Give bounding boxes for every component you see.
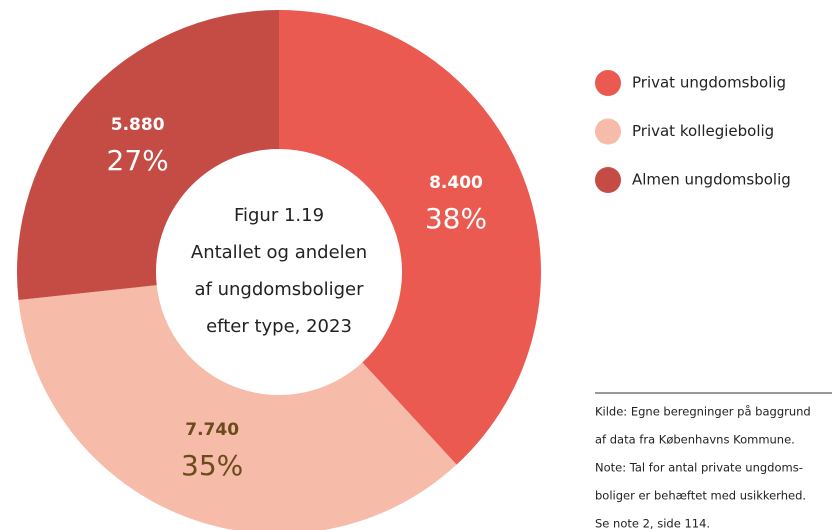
source-note: af data fra Københavns Kommune. [595,433,795,447]
chart-title: Antallet og andelen [191,242,367,263]
legend-label: Privat ungdomsbolig [632,74,786,92]
chart-title: Figur 1.19 [234,205,324,226]
legend-marker [595,70,621,96]
value-label: 8.400 [429,173,483,193]
legend-marker [595,167,621,193]
share-label: 35% [181,449,243,482]
legend-marker [595,118,621,145]
source-note: Kilde: Egne beregninger på baggrund [595,405,811,419]
source-note: Se note 2, side 114. [595,517,710,530]
donut-slice [18,285,457,530]
legend-label: Almen ungdomsbolig [632,171,791,189]
value-label: 7.740 [185,420,239,440]
share-label: 38% [425,202,487,235]
source-note: Note: Tal for antal private ungdoms- [595,461,803,475]
value-label: 5.880 [111,115,165,135]
source-note: boliger er behæftet med usikkerhed. [595,489,806,503]
chart-title: af ungdomsboliger [194,279,364,300]
chart-title: efter type, 2023 [206,316,352,337]
donut-slice [279,10,542,465]
legend-label: Privat kollegiebolig [632,122,774,140]
share-label: 27% [107,144,169,177]
donut-slice [16,10,279,300]
